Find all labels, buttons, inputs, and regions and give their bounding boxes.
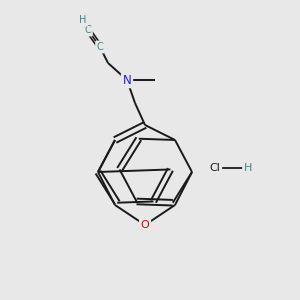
Text: H: H: [79, 15, 87, 25]
Text: N: N: [123, 74, 131, 86]
Text: Cl: Cl: [210, 163, 220, 173]
Text: H: H: [244, 163, 252, 173]
Text: O: O: [141, 220, 149, 230]
Text: C: C: [85, 25, 92, 35]
Text: C: C: [97, 42, 104, 52]
